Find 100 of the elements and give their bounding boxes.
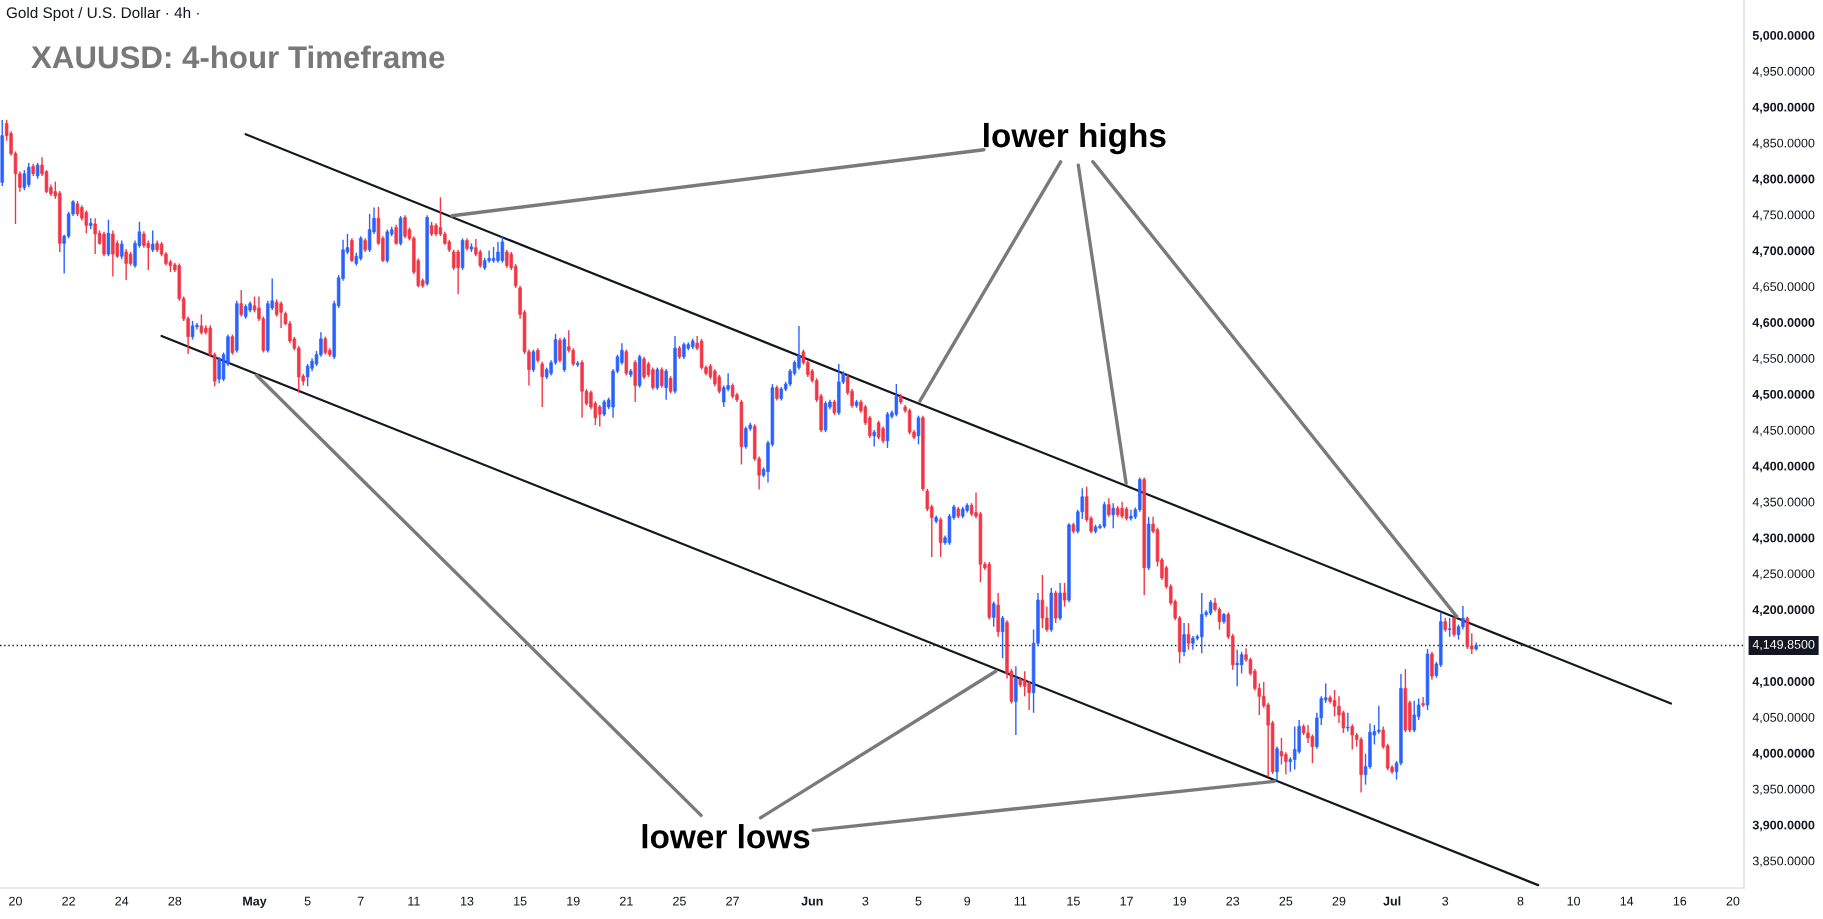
x-tick-label: 15: [1067, 896, 1080, 906]
candlestick: [633, 359, 637, 403]
x-tick-label: 11: [408, 896, 420, 906]
candlestick: [111, 229, 115, 278]
text: XAUUSD: 4-hour Timeframe: [31, 45, 445, 69]
x-tick-label: 20: [9, 896, 22, 906]
candlestick: [394, 223, 398, 246]
y-tick-label: 4,400.0000: [1752, 461, 1815, 473]
x-tick-label: Jul: [1383, 896, 1401, 906]
y-tick-label: 4,350.0000: [1752, 497, 1815, 508]
y-tick-label: 4,100.0000: [1752, 677, 1815, 688]
candlestick: [1346, 712, 1350, 733]
x-tick-label: 29: [1332, 896, 1346, 906]
candlestick: [531, 348, 536, 373]
x-tick-label: 5: [304, 896, 311, 906]
candlestick: [558, 337, 562, 364]
candlestick: [451, 249, 456, 271]
y-tick-label: 4,850.0000: [1752, 138, 1815, 149]
x-tick-label: 20: [1726, 896, 1740, 906]
candlestick: [1430, 651, 1434, 681]
candlestick: [540, 361, 544, 408]
candlestick: [1027, 680, 1031, 711]
x-tick-label: Jun: [801, 896, 823, 906]
y-tick-label: 4,500.0000: [1752, 389, 1815, 401]
y-tick-label: 4,550.0000: [1752, 354, 1815, 365]
candlestick: [456, 249, 460, 296]
x-tick-label: 28: [168, 896, 182, 906]
x-tick-label: 10: [1567, 896, 1581, 906]
x-tick-label: 23: [1226, 896, 1240, 906]
candlestick: [22, 169, 27, 191]
candlestick: [190, 320, 195, 341]
x-tick-label: 9: [964, 896, 971, 906]
candlestick: [1000, 615, 1005, 659]
candlestick: [84, 209, 89, 235]
x-tick-label: 13: [460, 896, 474, 906]
candlestick: [496, 241, 500, 264]
x-tick-label: 17: [1120, 896, 1133, 906]
candlestick: [230, 333, 235, 356]
y-tick-label: 4,950.0000: [1752, 66, 1815, 78]
candlestick: [1062, 582, 1067, 608]
candlestick: [876, 419, 881, 441]
ref-line-label: 4,149.8500: [1752, 639, 1815, 651]
y-tick-label: 3,850.0000: [1752, 856, 1815, 867]
x-tick-label: 3: [862, 896, 869, 906]
x-tick-label: 19: [567, 896, 580, 906]
x-tick-label: 16: [1673, 896, 1687, 906]
candlestick: [106, 218, 111, 257]
candlestick: [500, 235, 505, 264]
candlestick: [894, 383, 899, 418]
candlestick: [1111, 502, 1115, 530]
chart-title: Gold Spot / U.S. Dollar · 4h ·: [6, 6, 199, 22]
candlestick: [1447, 617, 1452, 638]
candlestick: [1014, 665, 1018, 736]
x-tick-label: 25: [1279, 896, 1293, 906]
y-tick-label: 4,000.0000: [1752, 748, 1815, 760]
y-tick-label: 4,200.0000: [1752, 605, 1815, 616]
candlestick: [664, 368, 668, 401]
candlestick: [744, 425, 748, 450]
candlestick: [1186, 622, 1191, 651]
x-tick-label: 7: [357, 896, 364, 906]
candlestick: [1421, 696, 1425, 708]
annotation: lower highs: [984, 122, 1166, 155]
candlestick: [1279, 737, 1284, 766]
candlestick: [1102, 501, 1107, 530]
y-tick-label: 3,950.0000: [1752, 784, 1815, 796]
y-tick-label: 4,250.0000: [1752, 569, 1815, 580]
candlestick: [992, 600, 996, 628]
x-tick-label: 19: [1173, 896, 1186, 906]
candlestick: [150, 229, 155, 253]
x-tick-label: 3: [1442, 896, 1449, 906]
candlestick: [938, 516, 943, 558]
y-tick-label: 4,700.0000: [1752, 246, 1815, 257]
y-tick-label: 3,900.0000: [1752, 820, 1815, 832]
x-tick-label: 8: [1517, 896, 1524, 906]
candlestick: [907, 407, 912, 436]
x-tick-label: May: [243, 896, 267, 908]
x-tick-label: 27: [726, 896, 739, 906]
annotation: lower lows: [642, 824, 810, 849]
y-tick-label: 4,800.0000: [1752, 174, 1815, 186]
x-tick-label: 25: [673, 896, 686, 906]
candlestick: [1239, 651, 1244, 675]
candlestick: [102, 231, 106, 257]
candlestick: [642, 356, 646, 380]
candlestick: [1275, 745, 1279, 782]
candlestick: [797, 325, 801, 371]
candlestick: [916, 414, 921, 446]
candlestick: [120, 239, 124, 260]
y-tick-label: 4,600.0000: [1752, 318, 1815, 329]
y-tick-label: 4,650.0000: [1752, 282, 1815, 293]
candlestick: [1182, 622, 1186, 657]
candlestick: [199, 313, 204, 336]
candlestick: [350, 237, 354, 263]
candlestick: [239, 289, 243, 318]
x-tick-label: 11: [1014, 896, 1027, 906]
y-tick-label: 4,300.0000: [1752, 533, 1815, 545]
candlestick: [1107, 497, 1111, 518]
y-tick-label: 4,050.0000: [1752, 712, 1815, 724]
y-tick-label: 5,000.0000: [1752, 30, 1815, 42]
candlestick: [660, 366, 664, 389]
y-tick-label: 4,750.0000: [1752, 210, 1815, 221]
